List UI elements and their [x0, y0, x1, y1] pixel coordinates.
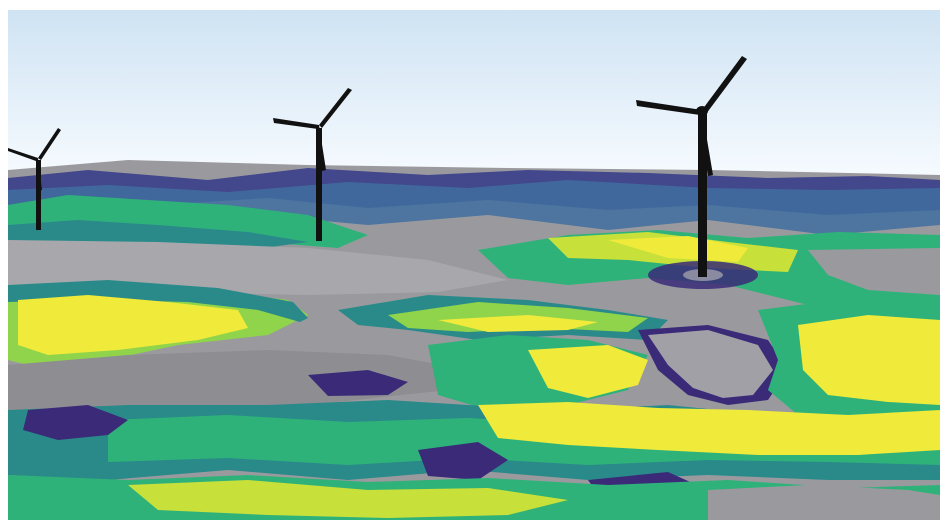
- terrain-zone-right-yellow: [608, 236, 748, 262]
- terrain-zone-right-gray: [808, 248, 940, 295]
- terrain-zone-center-yellow: [438, 315, 598, 332]
- terrain-zone-left-yellow: [18, 295, 248, 355]
- terrain-zone-bottom-gray: [708, 485, 940, 520]
- wind-turbine-right: [636, 56, 747, 277]
- terrain-scene: [8, 10, 940, 520]
- terrain-zone-right-big-yellow: [798, 315, 940, 405]
- terrain-zone-bottom-yellow: [128, 480, 568, 518]
- terrain-zone-lower-yellow: [478, 402, 940, 455]
- terrain-zone-mid-yellow: [528, 345, 648, 398]
- terrain-zone-left-yellow-edge: [8, 280, 308, 322]
- wind-turbine-middle: [273, 88, 352, 241]
- terrain-zone-ridge: [648, 330, 773, 398]
- terrain-zone-valley: [8, 350, 468, 415]
- terrain-patch-purple-3: [418, 442, 508, 480]
- wind-turbine-left: [8, 128, 61, 230]
- terrain-patch-purple-2: [308, 370, 408, 396]
- terrain-zone-plateau: [8, 240, 508, 295]
- sky: [8, 10, 940, 180]
- terrain-patch-purple-1: [23, 405, 128, 440]
